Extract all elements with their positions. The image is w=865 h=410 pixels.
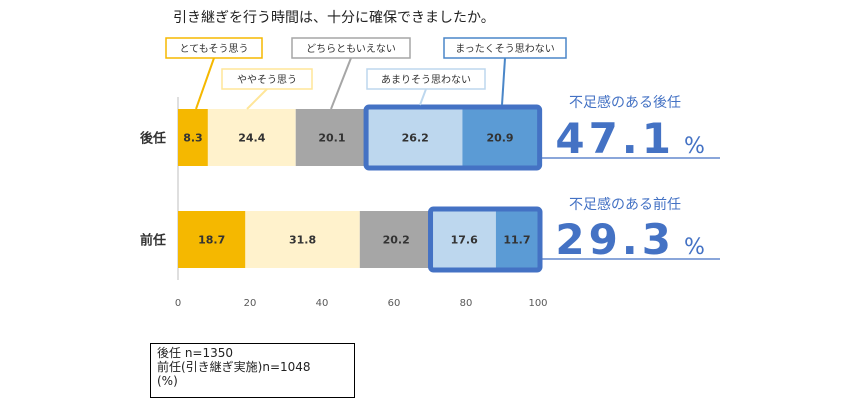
legend-box: [291, 37, 411, 59]
bar-segment: [178, 109, 208, 166]
x-tick-label: 0: [175, 298, 181, 309]
x-tick-label: 60: [388, 298, 401, 309]
legend-leader-line: [195, 57, 215, 110]
callout-label: 不足感のある前任: [569, 196, 681, 213]
legend-label: ややそう思う: [237, 74, 297, 86]
callout-label: 不足感のある後任: [569, 94, 681, 111]
bar-segment: [359, 211, 433, 268]
note-line-successor: 後任 n=1350: [157, 346, 234, 360]
data-label: 31.8: [289, 234, 316, 247]
sample-size-note: 後任 n=1350 前任(引き継ぎ実施)n=1048 (%): [150, 343, 355, 398]
data-label: 20.2: [383, 234, 410, 247]
legend-leader-line: [501, 57, 506, 106]
category-label: 後任: [140, 131, 166, 147]
bars-layer: [178, 104, 543, 273]
legend-box: [221, 68, 313, 90]
highlight-box: [363, 104, 543, 171]
bar-segment: [245, 211, 360, 268]
bar-segment: [295, 109, 369, 166]
bar-segment: [432, 211, 496, 268]
bar-segment: [368, 109, 463, 166]
callout-value: 29.3: [555, 215, 675, 264]
data-label: 8.3: [183, 132, 203, 145]
legend-box: [366, 68, 486, 90]
x-tick-label: 40: [316, 298, 329, 309]
data-label: 17.6: [451, 234, 478, 247]
bar-segment: [207, 109, 296, 166]
highlight-box: [428, 206, 543, 273]
bar-segment: [178, 211, 246, 268]
legend-box: [165, 37, 263, 59]
data-label: 20.1: [318, 132, 345, 145]
data-labels-layer: 8.3 24.4 20.1 26.2 20.9 18.7 31.8 20.2 17.6 11.7: [183, 132, 530, 247]
data-label: 26.2: [402, 132, 429, 145]
callout-unit: %: [684, 134, 705, 159]
note-line-predecessor: 前任(引き継ぎ実施)n=1048: [157, 360, 311, 374]
bar-segment: [462, 109, 538, 166]
x-tick-label: 20: [244, 298, 257, 309]
callout-value: 47.1: [555, 114, 675, 163]
callout-layer: 不足感のある後任 47.1 % 不足感のある前任 29.3%: [540, 94, 720, 264]
legend-leader-line: [246, 88, 268, 110]
legend-label: まったくそう思わない: [455, 43, 555, 55]
x-tick-label: 100: [528, 298, 547, 309]
x-tick-label: 80: [460, 298, 473, 309]
legend-box: [443, 37, 567, 59]
callout-unit: %: [684, 235, 705, 260]
data-label: 11.7: [503, 234, 530, 247]
data-label: 18.7: [198, 234, 225, 247]
category-label: 前任: [140, 233, 166, 249]
chart-title: 引き継ぎを行う時間は、十分に確保できましたか。: [173, 10, 495, 26]
legend-label: あまりそう思わない: [381, 74, 471, 86]
data-label: 24.4: [238, 132, 265, 145]
note-line-unit: (%): [157, 374, 178, 388]
data-label: 20.9: [486, 132, 513, 145]
bar-segment: [495, 211, 538, 268]
legend-leader-line: [419, 88, 427, 106]
legend-label: とてもそう思う: [180, 43, 249, 55]
legend-label: どちらともいえない: [306, 43, 396, 55]
legend-leader-line: [330, 57, 352, 110]
